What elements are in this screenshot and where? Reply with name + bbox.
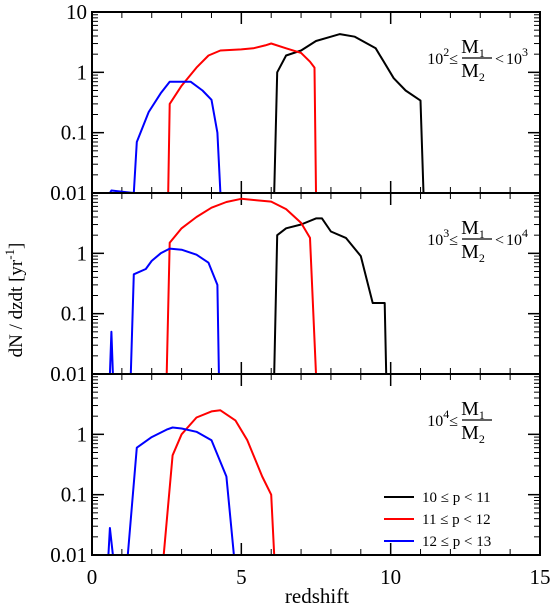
series-line-3-2: [107, 426, 235, 555]
y-axis-label-end: ]: [6, 243, 27, 249]
annotation-exp: 3: [443, 226, 449, 240]
y-tick-label: 0.01: [50, 543, 87, 567]
series-line-2-1: [273, 217, 388, 374]
x-tick-label: 5: [236, 565, 247, 589]
series-line-1-3: [109, 80, 222, 193]
denominator-sub: 2: [479, 70, 485, 84]
panel-2-y-ticks: 0.01 0.1 1: [50, 192, 541, 386]
annotation-exp: 4: [522, 226, 528, 240]
annotation-right: <104: [495, 226, 528, 249]
panel-1-y-ticks: 0.01 0.1 1 10: [50, 0, 541, 205]
x-axis-ticks: 0 5 10 15: [87, 565, 551, 589]
x-tick-label: 0: [87, 565, 98, 589]
x-tick-label: 15: [530, 565, 551, 589]
y-axis-label-sup: -1: [2, 249, 17, 260]
annotation-base: 10: [427, 232, 443, 249]
legend-label: 11 ≤ p < 12: [422, 512, 491, 528]
panel-1-series: [109, 33, 425, 193]
y-axis-label: dN / dzdt [yr-1]: [2, 243, 27, 358]
annotation-base: 10: [427, 51, 443, 68]
annotation-denominator: M2: [461, 422, 485, 446]
y-tick-label: 10: [66, 0, 87, 24]
legend: 10 ≤ p < 11 11 ≤ p < 12 12 ≤ p < 13: [384, 490, 491, 550]
y-tick-label: 0.01: [50, 181, 87, 205]
annotation-numerator: M1: [461, 36, 485, 60]
annotation-denominator: M2: [461, 60, 485, 84]
numerator-symbol: M: [461, 36, 479, 58]
annotation-left: 103≤: [427, 226, 458, 249]
x-axis-label: redshift: [285, 584, 349, 607]
annotation-op: ≤: [449, 232, 458, 249]
panel-frame: [91, 373, 541, 556]
y-tick-label: 0.01: [50, 362, 87, 386]
numerator-sub: 1: [479, 408, 485, 422]
denominator-symbol: M: [461, 241, 479, 263]
y-tick-label: 0.1: [61, 121, 87, 145]
panel-2-series: [108, 197, 388, 374]
annotation-left: 102≤: [427, 45, 458, 68]
series-line-1-2: [167, 42, 317, 193]
annotation-left: 104≤: [427, 407, 458, 430]
annotation-exp: 2: [443, 45, 449, 59]
y-tick-label: 1: [77, 241, 88, 265]
annotation-numerator: M1: [461, 217, 485, 241]
y-tick-label: 0.1: [61, 483, 87, 507]
panel-3-series: [107, 409, 276, 555]
annotation-exp: 3: [522, 45, 528, 59]
annotation-op: <: [495, 51, 504, 68]
annotation-right: <103: [495, 45, 528, 68]
numerator-sub: 1: [479, 227, 485, 241]
annotation-denominator: M2: [461, 241, 485, 265]
y-tick-label: 1: [77, 422, 88, 446]
series-line-2-3: [108, 247, 220, 374]
legend-label: 10 ≤ p < 11: [422, 490, 491, 506]
x-tick-label: 10: [380, 565, 401, 589]
series-line-2-2: [165, 197, 317, 374]
y-tick-label: 0.1: [61, 302, 87, 326]
y-axis-label-main: dN / dzdt [yr: [6, 259, 27, 357]
legend-label: 12 ≤ p < 13: [422, 534, 491, 550]
y-tick-label: 1: [77, 60, 88, 84]
denominator-sub: 2: [479, 251, 485, 265]
series-line-1-1: [273, 33, 425, 193]
annotation-base: 10: [427, 413, 443, 430]
numerator-symbol: M: [461, 398, 479, 420]
denominator-sub: 2: [479, 432, 485, 446]
numerator-sub: 1: [479, 46, 485, 60]
annotation-op: <: [495, 232, 504, 249]
series-line-3-1: [162, 409, 276, 555]
annotation-exp: 4: [443, 407, 449, 421]
denominator-symbol: M: [461, 422, 479, 444]
annotation-base: 10: [506, 51, 522, 68]
annotation-base: 10: [506, 232, 522, 249]
denominator-symbol: M: [461, 60, 479, 82]
annotation-op: ≤: [449, 413, 458, 430]
annotation-numerator: M1: [461, 398, 485, 422]
numerator-symbol: M: [461, 217, 479, 239]
annotation-op: ≤: [449, 51, 458, 68]
